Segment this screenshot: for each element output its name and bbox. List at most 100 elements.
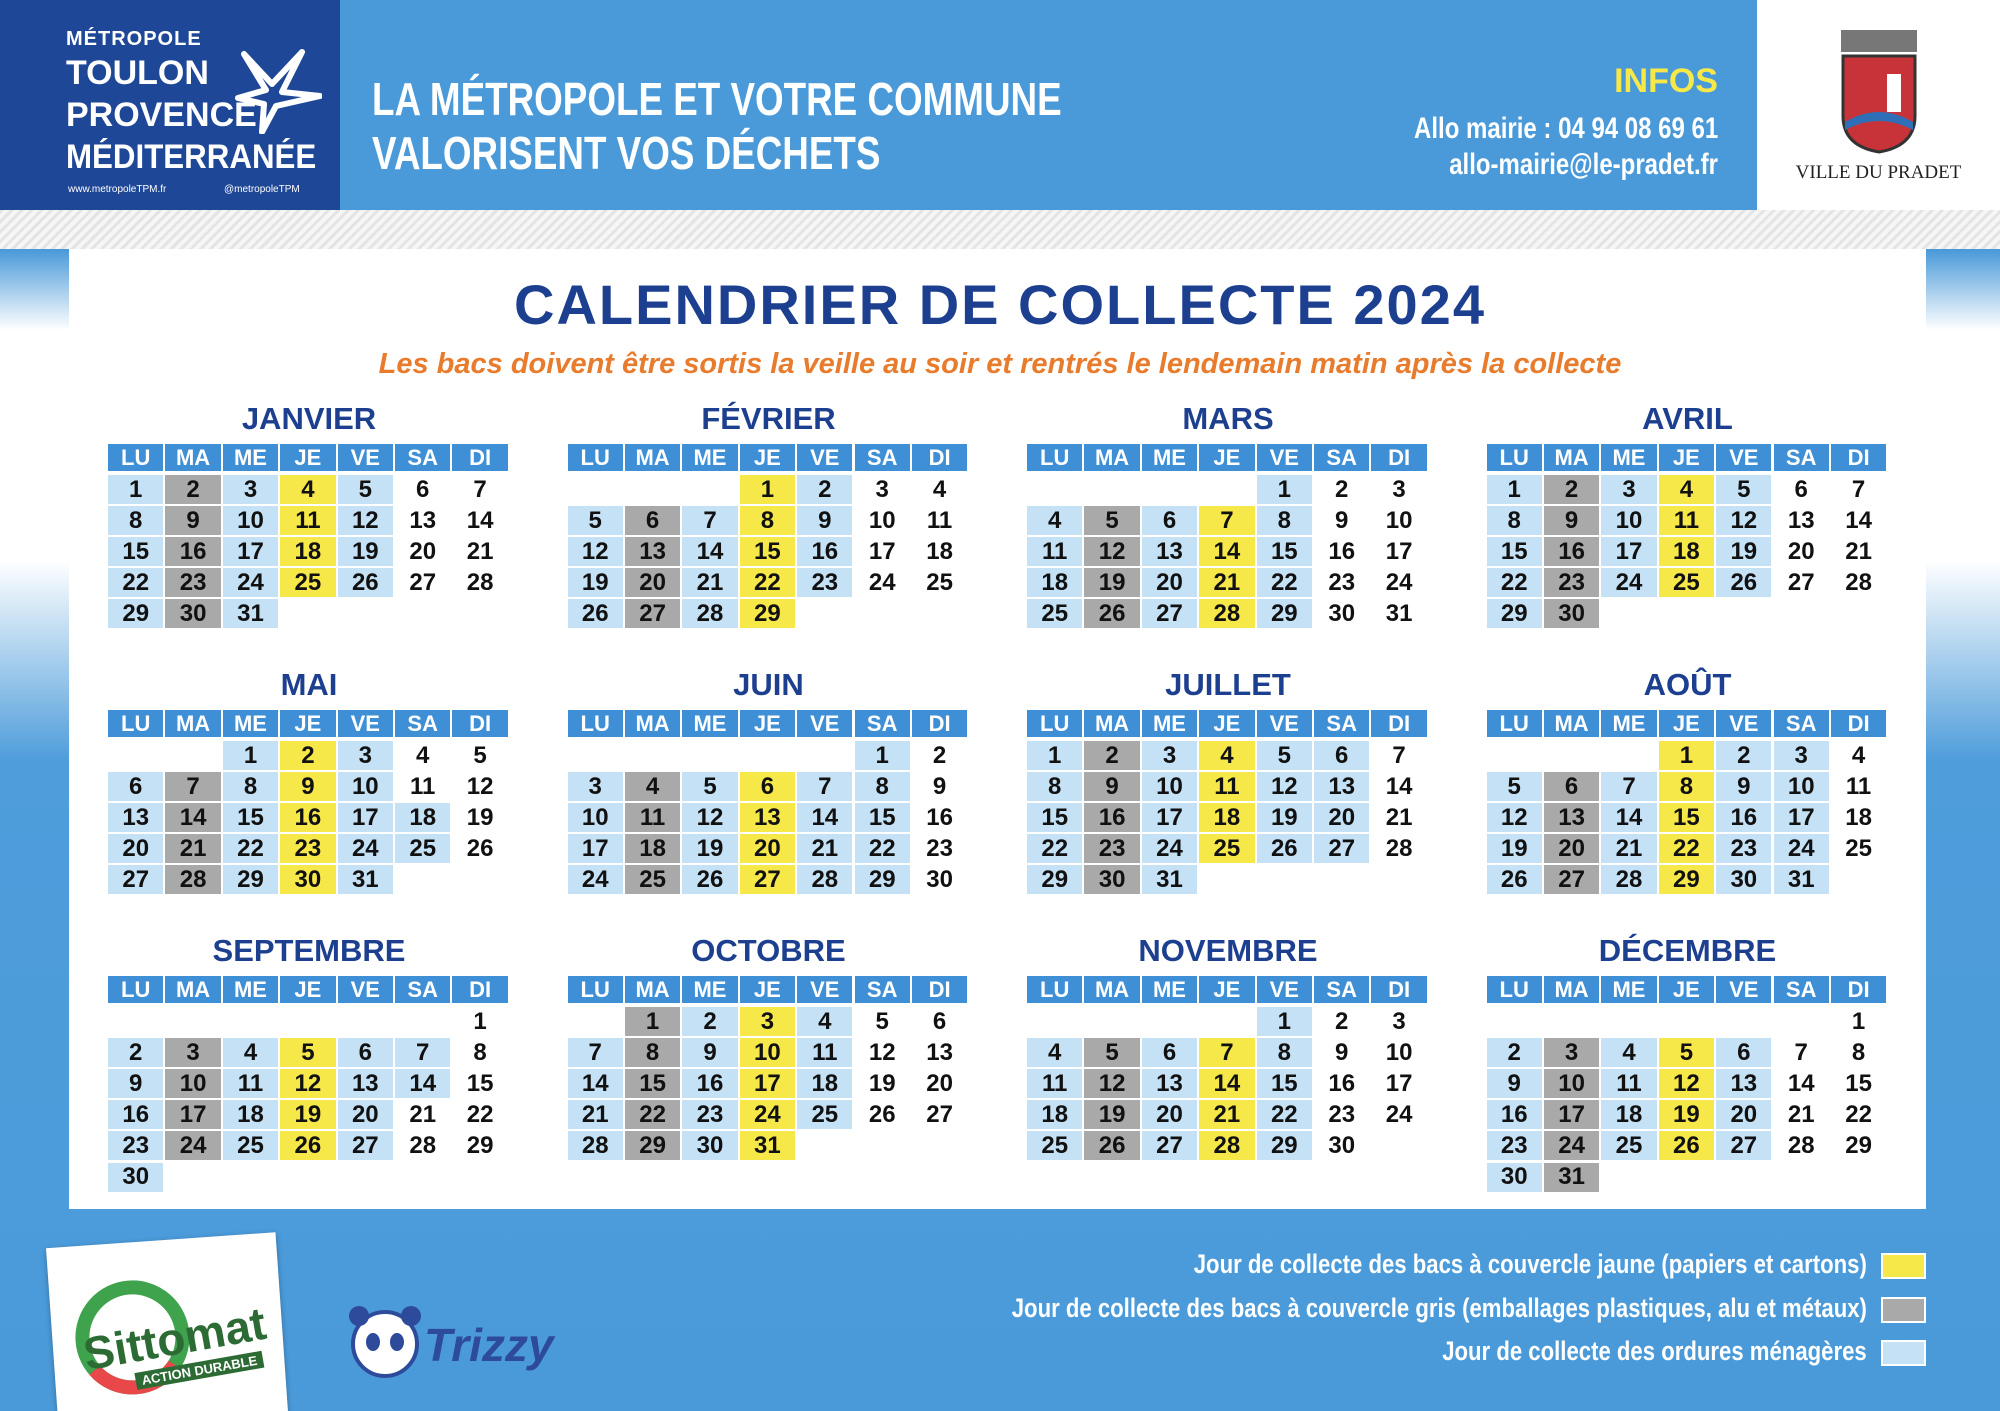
weekday-header: SA <box>395 444 451 471</box>
day-cell: 7 <box>165 772 221 802</box>
day-cell: 26 <box>1084 1131 1140 1161</box>
day-cell: 18 <box>1027 1100 1083 1130</box>
day-cell: 22 <box>854 834 910 864</box>
day-cell: 30 <box>280 865 336 895</box>
trizzy-name: Trizzy <box>424 1319 554 1371</box>
day-cell: 6 <box>1773 475 1829 504</box>
day-cell: 24 <box>1371 568 1427 598</box>
day-cell: 7 <box>1830 475 1887 504</box>
day-cell: 12 <box>337 506 393 536</box>
weekday-header: SA <box>854 444 910 471</box>
weekday-header: DI <box>911 444 968 471</box>
day-cell: 22 <box>452 1100 508 1130</box>
day-cell: 11 <box>1601 1069 1657 1099</box>
day-cell: 20 <box>1141 1100 1198 1130</box>
day-cell: 16 <box>1314 537 1370 567</box>
day-cell: 3 <box>1601 475 1657 504</box>
month-name: SEPTEMBRE <box>212 933 406 968</box>
weekday-header: ME <box>1601 710 1657 737</box>
weekday-header: LU <box>1486 444 1542 471</box>
day-cell: 3 <box>1371 475 1427 504</box>
weekday-header: LU <box>108 710 164 737</box>
day-cell: 27 <box>1141 1131 1198 1161</box>
day-cell: 11 <box>1027 537 1083 567</box>
day-cell: 20 <box>1716 1100 1772 1130</box>
weekday-header: ME <box>1141 710 1198 737</box>
weekday-header: DI <box>452 976 508 1003</box>
panda-ear <box>349 1306 369 1326</box>
day-cell: 22 <box>108 568 164 598</box>
weekday-header: DI <box>1371 976 1427 1003</box>
month-name: JUILLET <box>1165 667 1291 702</box>
day-cell: 14 <box>1199 537 1255 567</box>
weekday-header: MA <box>1084 444 1140 471</box>
day-cell: 7 <box>452 475 508 504</box>
day-cell: 20 <box>395 537 451 567</box>
weekday-header: JE <box>1658 976 1715 1003</box>
day-cell: 10 <box>1371 1038 1427 1068</box>
day-cell: 13 <box>395 506 451 536</box>
weekday-header: MA <box>165 444 221 471</box>
day-cell: 15 <box>1027 803 1083 833</box>
day-cell: 30 <box>1314 1131 1370 1161</box>
weekday-header: JE <box>1658 710 1715 737</box>
day-cell: 8 <box>1256 506 1312 536</box>
day-cell: 10 <box>1773 772 1829 802</box>
day-cell: 29 <box>854 865 910 895</box>
day-cell: 24 <box>739 1100 796 1130</box>
weekday-header: SA <box>1314 710 1370 737</box>
day-cell: 26 <box>280 1131 336 1161</box>
infos-phone: Allo mairie : 04 94 08 69 61 <box>1413 112 1718 145</box>
day-cell: 26 <box>452 834 508 864</box>
day-cell: 3 <box>165 1038 221 1068</box>
day-cell: 21 <box>797 834 853 864</box>
weekday-header: LU <box>1486 710 1542 737</box>
day-cell: 28 <box>1830 568 1887 598</box>
day-cell: 12 <box>1084 537 1140 567</box>
day-cell: 16 <box>280 803 336 833</box>
day-cell: 11 <box>797 1038 853 1068</box>
weekday-header: ME <box>1141 444 1198 471</box>
day-cell: 10 <box>854 506 910 536</box>
day-cell: 21 <box>395 1100 451 1130</box>
day-cell: 15 <box>739 537 796 567</box>
day-cell: 8 <box>1027 772 1083 802</box>
day-cell: 13 <box>739 803 796 833</box>
weekday-header: VE <box>797 710 853 737</box>
day-cell: 7 <box>395 1038 451 1068</box>
logo-social: @metropoleTPM <box>224 184 300 195</box>
day-cell: 21 <box>1773 1100 1829 1130</box>
crown <box>1841 30 1917 52</box>
weekday-header: VE <box>1256 444 1312 471</box>
weekday-header: ME <box>682 710 738 737</box>
weekday-header: DI <box>452 444 508 471</box>
day-cell: 15 <box>1486 537 1542 567</box>
day-cell: 5 <box>1256 741 1312 770</box>
day-cell: 26 <box>1084 599 1140 629</box>
day-cell: 6 <box>1141 1038 1198 1068</box>
day-cell: 17 <box>1543 1100 1600 1130</box>
weekday-header: DI <box>452 710 508 737</box>
coat-of-arms <box>1841 30 1917 154</box>
day-cell: 13 <box>1314 772 1370 802</box>
day-cell: 14 <box>165 803 221 833</box>
day-cell: 16 <box>1314 1069 1370 1099</box>
day-cell: 1 <box>1256 1007 1312 1036</box>
weekday-header: LU <box>1027 710 1083 737</box>
day-cell: 26 <box>1256 834 1312 864</box>
day-cell: 1 <box>739 475 796 504</box>
weekday-header: SA <box>395 710 451 737</box>
day-cell: 19 <box>280 1100 336 1130</box>
day-cell: 8 <box>1658 772 1715 802</box>
day-cell: 10 <box>337 772 393 802</box>
day-cell: 30 <box>165 599 221 629</box>
weekday-header: JE <box>739 444 796 471</box>
weekday-header: VE <box>1716 444 1772 471</box>
day-cell: 15 <box>624 1069 681 1099</box>
day-cell: 27 <box>624 599 681 629</box>
day-cell: 27 <box>1141 599 1198 629</box>
day-cell: 8 <box>452 1038 508 1068</box>
day-cell: 14 <box>567 1069 623 1099</box>
day-cell: 30 <box>1314 599 1370 629</box>
day-cell: 3 <box>1543 1038 1600 1068</box>
